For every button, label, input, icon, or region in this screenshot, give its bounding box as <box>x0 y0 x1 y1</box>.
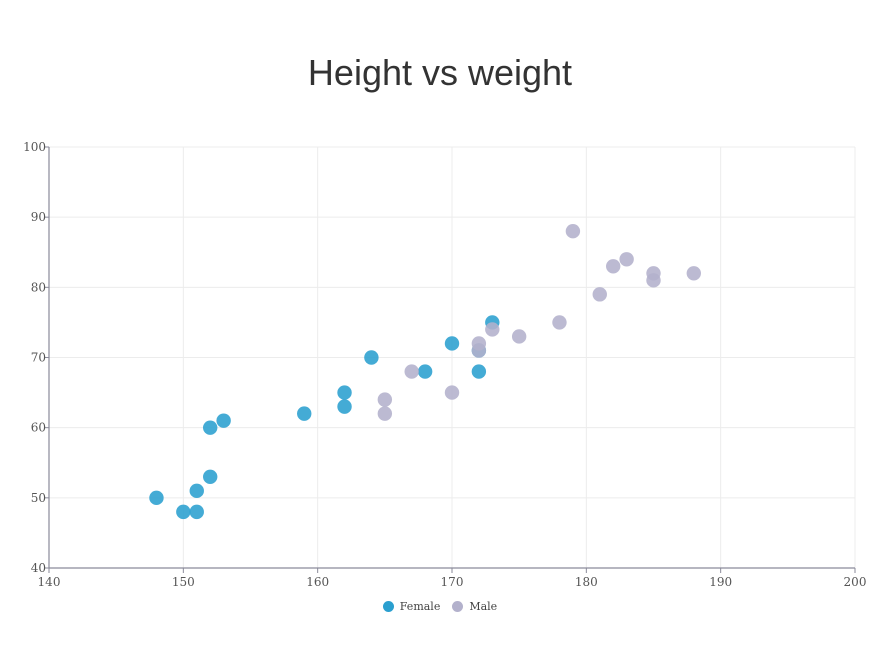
axes: 140 150 160 170 180 190 200 40 50 60 70 80 90 100 <box>23 140 866 589</box>
y-tick-label: 60 <box>31 421 46 435</box>
data-point-female[interactable] <box>337 385 352 400</box>
data-point-male[interactable] <box>471 336 487 351</box>
legend-item-female[interactable]: Female <box>382 600 441 613</box>
legend-item-male[interactable]: Male <box>452 600 497 613</box>
data-point-male[interactable] <box>377 406 393 421</box>
x-tick-label: 140 <box>38 575 61 589</box>
data-point-male[interactable] <box>646 266 661 281</box>
data-point-male[interactable] <box>511 329 527 344</box>
data-point-male[interactable] <box>565 224 581 239</box>
x-tick-label: 200 <box>844 575 867 589</box>
data-point-male[interactable] <box>552 315 567 330</box>
data-point-female[interactable] <box>203 420 218 435</box>
data-point-female[interactable] <box>189 483 204 499</box>
data-points <box>149 224 701 520</box>
y-tick-label: 90 <box>31 210 46 224</box>
grid-lines <box>49 146 856 568</box>
data-point-male[interactable] <box>619 252 634 267</box>
y-tick-label: 40 <box>31 561 46 575</box>
data-point-female[interactable] <box>149 490 164 506</box>
y-tick-label: 100 <box>23 140 46 154</box>
legend: Female Male <box>0 600 880 613</box>
data-point-female[interactable] <box>364 350 379 365</box>
data-point-male[interactable] <box>377 392 393 407</box>
male-marker-icon <box>452 601 464 612</box>
data-point-female[interactable] <box>216 413 231 428</box>
data-point-female[interactable] <box>297 406 312 421</box>
x-tick-label: 190 <box>709 575 732 589</box>
y-tick-label: 80 <box>31 280 46 294</box>
data-point-male[interactable] <box>686 266 701 281</box>
data-point-female[interactable] <box>203 469 218 484</box>
data-point-female[interactable] <box>176 504 191 520</box>
data-point-female[interactable] <box>337 399 352 414</box>
x-tick-label: 170 <box>441 575 464 589</box>
scatter-plot: 140 150 160 170 180 190 200 40 50 60 70 80 90 100 <box>23 140 866 589</box>
data-point-female[interactable] <box>444 336 460 351</box>
y-tick-label: 50 <box>31 491 46 505</box>
y-tick-label: 70 <box>31 351 46 365</box>
x-tick-label: 160 <box>306 575 329 589</box>
data-point-female[interactable] <box>471 364 487 379</box>
female-marker-icon <box>382 601 394 612</box>
data-point-male[interactable] <box>404 364 419 379</box>
x-tick-label: 150 <box>172 575 195 589</box>
data-point-male[interactable] <box>606 259 621 274</box>
chart-title: Height vs weight <box>307 52 573 93</box>
data-point-male[interactable] <box>444 385 460 400</box>
data-point-female[interactable] <box>189 504 204 520</box>
data-point-male[interactable] <box>592 287 607 302</box>
x-tick-label: 180 <box>575 575 598 589</box>
legend-label-female: Female <box>399 600 441 613</box>
legend-label-male: Male <box>469 600 498 613</box>
data-point-female[interactable] <box>417 364 433 379</box>
data-point-male[interactable] <box>485 322 500 337</box>
